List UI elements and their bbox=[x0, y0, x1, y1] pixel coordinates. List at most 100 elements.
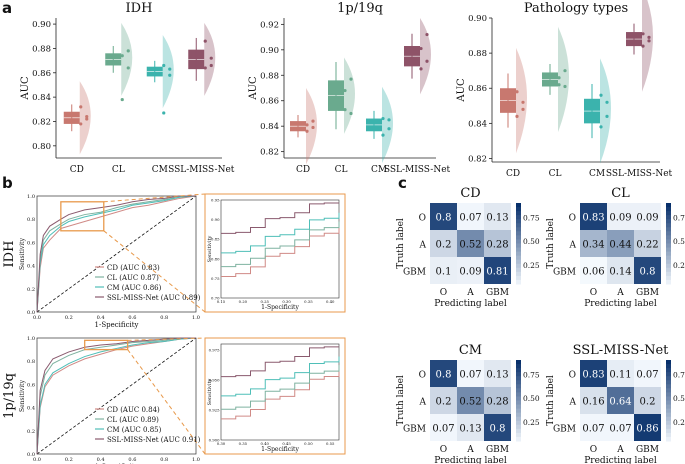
colorbar-segment bbox=[666, 412, 671, 418]
bar-data-point bbox=[521, 100, 525, 104]
cm-row-label: O bbox=[569, 371, 576, 381]
cm-cell-value: 0.07 bbox=[459, 213, 481, 224]
colorbar-segment bbox=[666, 275, 671, 281]
bar-category-label: CD bbox=[296, 165, 310, 175]
cm-cell-value: 0.83 bbox=[582, 370, 604, 381]
cm-cell-value: 0.1 bbox=[436, 267, 452, 278]
zoom-y-label: Sensitivity bbox=[207, 236, 213, 263]
colorbar-segment bbox=[516, 243, 521, 249]
cm-cell-value: 0.13 bbox=[486, 213, 508, 224]
colorbar-tick-label: 0.25 bbox=[673, 418, 685, 427]
bar-data-point bbox=[563, 84, 567, 89]
cm-x-label: Predicting label bbox=[434, 299, 507, 309]
cm-title: SSL-MISS-Net bbox=[573, 343, 670, 358]
bar-data-point bbox=[641, 32, 645, 36]
roc-x-tick-label: 1.0 bbox=[192, 457, 200, 463]
colorbar-segment bbox=[516, 436, 521, 442]
cm-cell bbox=[580, 360, 607, 387]
zoom-curve-line bbox=[221, 202, 339, 234]
colorbar-segment bbox=[516, 203, 521, 208]
colorbar-segment bbox=[516, 267, 521, 273]
zoom-curve-line bbox=[221, 212, 340, 254]
bar-category-label: SSL-MISS-Net bbox=[168, 165, 235, 175]
zoom-x-tick-label: 0.35 bbox=[304, 299, 313, 304]
colorbar-segment bbox=[666, 211, 671, 216]
cm-cell bbox=[580, 387, 607, 414]
cm-cell-value: 0.34 bbox=[582, 240, 604, 251]
panel-label-a: a bbox=[2, 0, 13, 17]
roc-task-label: 1p/19q bbox=[2, 373, 17, 419]
cm-x-label: Predicting label bbox=[434, 456, 507, 464]
colorbar-tick-label: 0.50 bbox=[523, 237, 540, 246]
zoom-x-tick-label: 0.30 bbox=[217, 441, 226, 446]
colorbar-segment bbox=[666, 255, 671, 261]
zoom-x-label: 1-Specificity bbox=[261, 304, 299, 311]
colorbar-segment bbox=[666, 380, 671, 385]
bar-data-point bbox=[120, 54, 124, 58]
cm-cell bbox=[430, 203, 457, 230]
roc-y-tick-label: 1.0 bbox=[27, 336, 35, 342]
cm-cell bbox=[607, 230, 634, 257]
panel-label-c: c bbox=[398, 174, 407, 192]
cm-cell-value: 0.8 bbox=[490, 424, 506, 435]
cm-cell-value: 0.2 bbox=[436, 397, 452, 408]
bar-data-point bbox=[311, 125, 315, 130]
cm-cell bbox=[634, 230, 661, 257]
roc-y-tick-label: 0.2 bbox=[27, 287, 35, 293]
bar-data-point bbox=[605, 100, 609, 104]
colorbar-segment bbox=[666, 404, 671, 410]
zoom-x-tick-label: 0.35 bbox=[239, 441, 248, 446]
cm-cell-value: 0.14 bbox=[609, 267, 631, 278]
cm-cell bbox=[484, 230, 511, 257]
bar-y-tick-label: 0.86 bbox=[468, 84, 487, 94]
zoom-y-tick-label: 0.90 bbox=[211, 217, 220, 222]
bar-data-point bbox=[557, 76, 561, 80]
colorbar-segment bbox=[666, 227, 671, 232]
cm-cell bbox=[484, 387, 511, 414]
cm-cell-value: 0.64 bbox=[609, 397, 631, 408]
bar-y-tick-label: 0.86 bbox=[32, 69, 51, 79]
colorbar-segment bbox=[666, 416, 671, 422]
cm-col-label: GBM bbox=[486, 288, 509, 298]
zoom-y-tick-label: 0.70 bbox=[211, 296, 220, 301]
bar-data-point bbox=[126, 49, 130, 53]
roc-x-tick-label: 0.0 bbox=[33, 315, 41, 321]
bar-data-point bbox=[120, 97, 124, 102]
roc-task-label: IDH bbox=[2, 241, 17, 268]
legend-label: SSL-MISS-Net (AUC 0.91) bbox=[107, 436, 201, 444]
zoom-x-tick-label: 0.15 bbox=[217, 299, 226, 304]
bar-data-point bbox=[203, 39, 207, 43]
bar-y-tick-label: 0.88 bbox=[260, 71, 279, 81]
cm-cell bbox=[607, 414, 634, 441]
roc-x-tick-label: 0.6 bbox=[128, 457, 136, 463]
cm-y-label: Truth label bbox=[396, 218, 406, 269]
cm-cell bbox=[634, 360, 661, 387]
cm-cell bbox=[580, 257, 607, 284]
roc-y-tick-label: 0.6 bbox=[27, 240, 35, 246]
colorbar-segment bbox=[666, 247, 671, 253]
cm-cell-value: 0.81 bbox=[486, 267, 508, 278]
colorbar-segment bbox=[516, 247, 521, 253]
bar-y-label: AUC bbox=[20, 76, 31, 101]
cm-cell bbox=[484, 414, 511, 441]
bar-data-point bbox=[85, 115, 89, 119]
bar-category-label: CM bbox=[589, 169, 605, 179]
bar-data-point bbox=[79, 122, 83, 126]
zoom-y-tick-label: 0.925 bbox=[209, 408, 220, 413]
colorbar-segment bbox=[516, 384, 521, 389]
colorbar-segment bbox=[666, 215, 671, 220]
colorbar-segment bbox=[666, 408, 671, 414]
bar-y-label: AUC bbox=[456, 78, 467, 103]
violin-half bbox=[382, 86, 393, 164]
zoom-x-tick-label: 0.50 bbox=[304, 441, 313, 446]
bar-data-point bbox=[599, 93, 603, 97]
zoom-connector bbox=[127, 337, 206, 341]
roc-curve-line bbox=[36, 337, 197, 455]
cm-row-label: O bbox=[569, 214, 576, 224]
colorbar-segment bbox=[516, 279, 521, 285]
cm-cell-value: 0.8 bbox=[436, 213, 452, 224]
cm-cell-value: 0.2 bbox=[436, 240, 452, 251]
bar-data-point bbox=[387, 127, 391, 131]
bar-category-label: CD bbox=[70, 165, 84, 175]
